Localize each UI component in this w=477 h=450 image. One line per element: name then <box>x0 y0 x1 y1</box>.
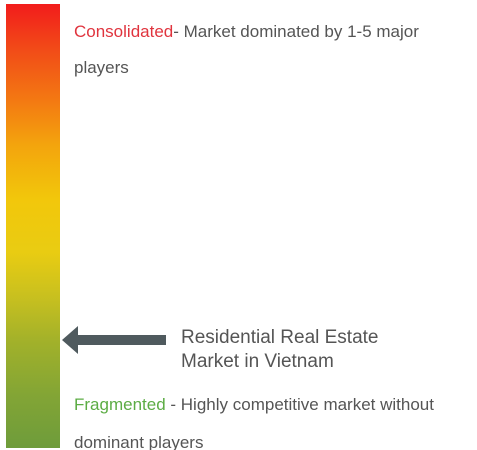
left-arrow-icon <box>62 326 166 354</box>
consolidated-label: Consolidated <box>74 22 174 41</box>
fragmented-label: Fragmented <box>74 395 166 414</box>
market-position-label: Residential Real Estate Market in Vietna… <box>181 326 379 374</box>
market-label-line1: Residential Real Estate <box>181 327 379 348</box>
consolidated-text: - Market dominated by 1-5 major players <box>74 22 419 77</box>
consolidated-description: Consolidated- Market dominated by 1-5 ma… <box>74 14 470 86</box>
market-label-line2: Market in Vietnam <box>181 351 334 372</box>
fragmented-description: Fragmented - Highly competitive market w… <box>74 386 474 450</box>
concentration-gradient-bar <box>6 4 60 448</box>
fragmented-text: - Highly competitive market without domi… <box>74 395 434 450</box>
